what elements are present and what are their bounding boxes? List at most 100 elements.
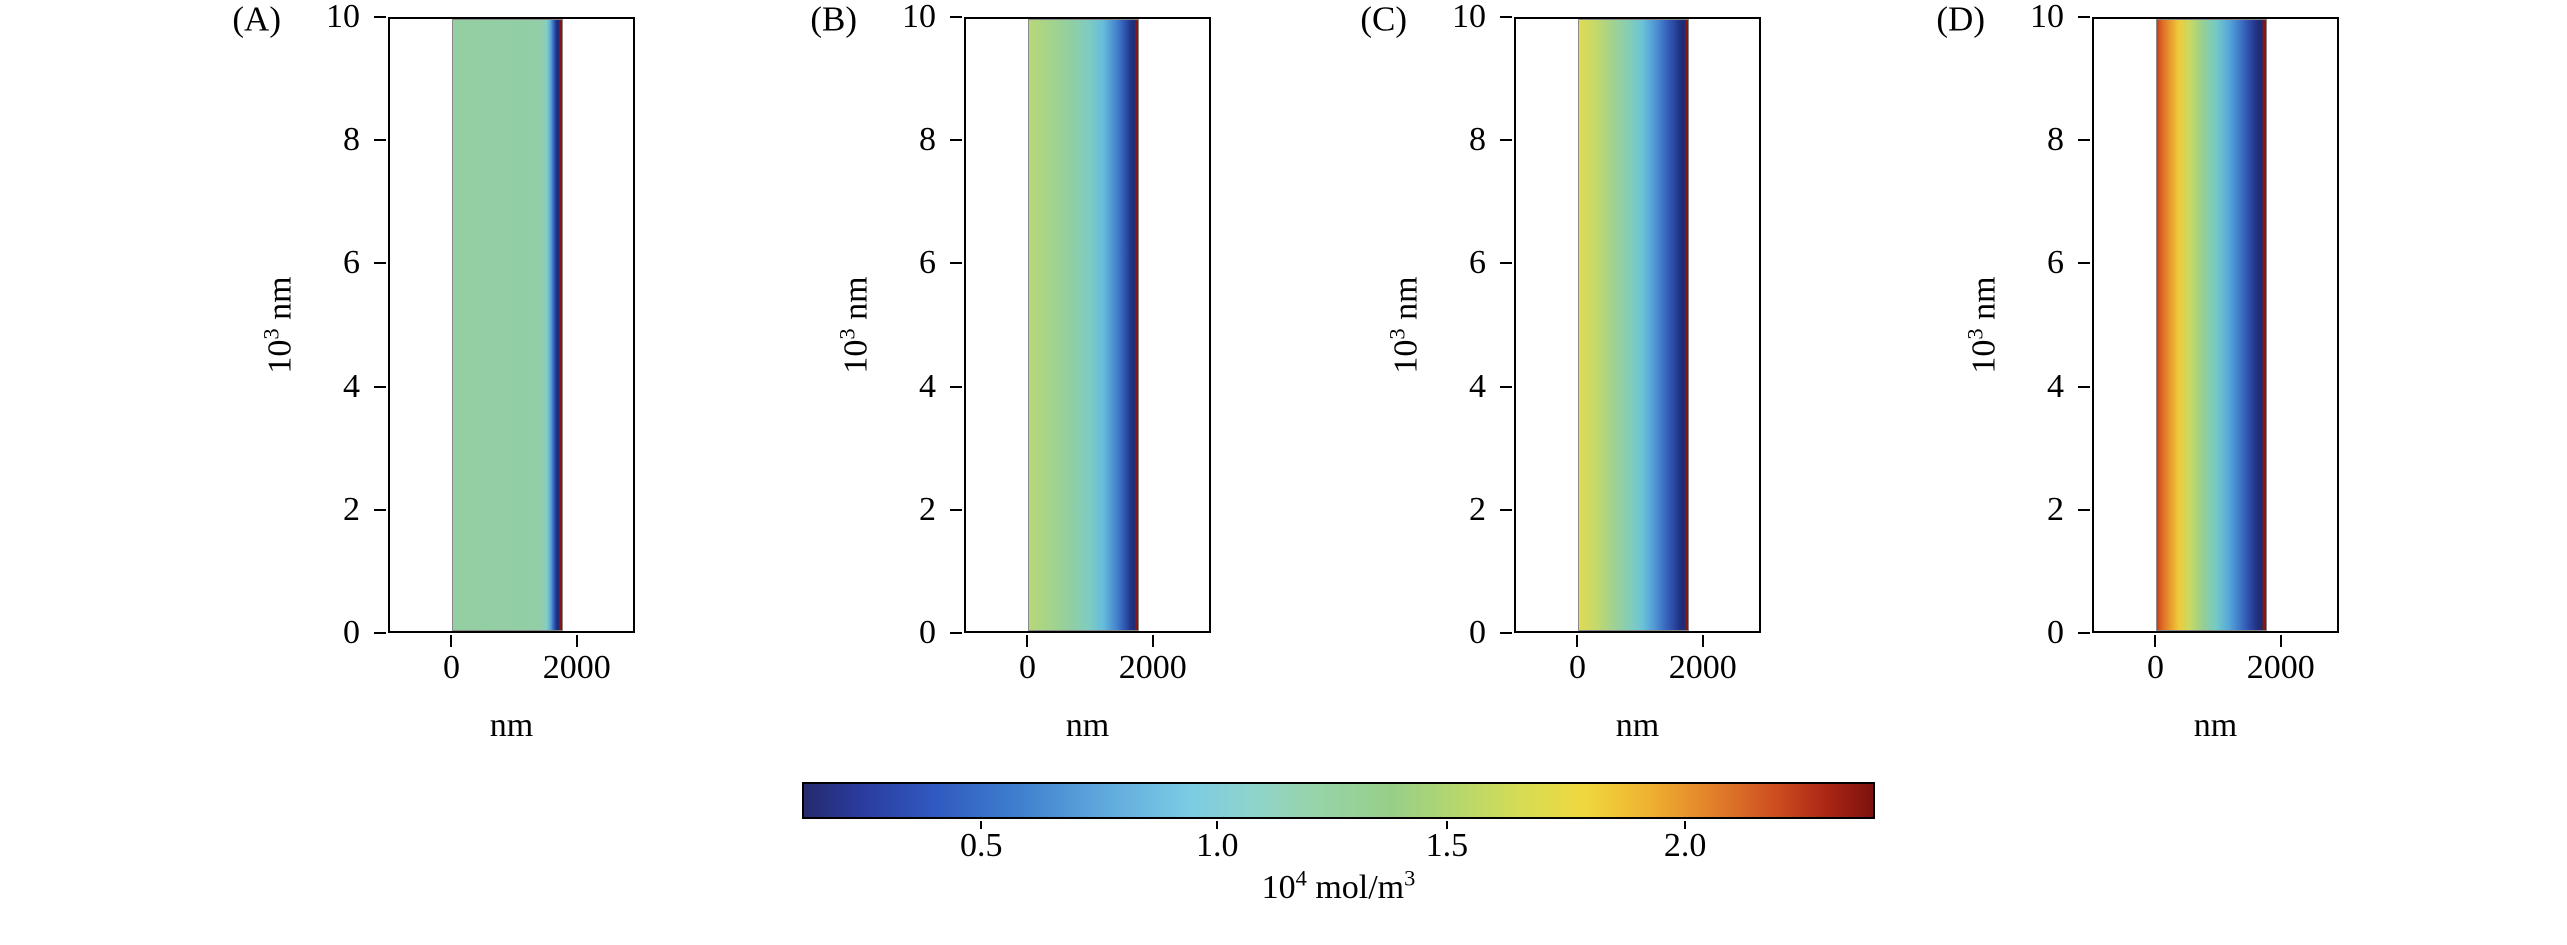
ylabel-unit: nm (262, 276, 300, 329)
y-tick-mark (950, 385, 962, 388)
y-tick-mark (1500, 508, 1512, 511)
y-tick-mark (950, 632, 962, 634)
y-tick-mark (1500, 262, 1512, 265)
y-tick-label: 0 (1469, 614, 1486, 651)
y-tick-mark (2078, 508, 2090, 511)
x-tick-mark (1701, 635, 1704, 647)
y-tick-label: 6 (2047, 244, 2064, 282)
panel-label: (B) (810, 1, 857, 36)
ylabel-exponent: 3 (1384, 328, 1410, 340)
y-tick-label: 8 (1469, 121, 1486, 159)
colorbar-frame (802, 782, 1875, 819)
y-tick-label: 6 (1469, 244, 1486, 282)
panel-B: (B) 103 nm 10 8 6 4 2 0 0 2000 nm (810, 0, 1211, 743)
panel-label-text: (D) (1936, 0, 1985, 39)
x-axis-label: nm (1615, 707, 1660, 744)
y-tick-label: 6 (919, 244, 936, 282)
x-tick-mark (1151, 635, 1154, 647)
colorbar-label-unit: mol/m (1306, 869, 1405, 906)
y-tick-label: 8 (919, 121, 936, 159)
y-tick-mark (1500, 385, 1512, 388)
colorbar: 0.5 1.0 1.5 2.0 104 mol/m3 (802, 782, 1875, 905)
x-tick-label: 0.5 (959, 827, 1003, 864)
y-tick-mark (950, 139, 962, 142)
y-tick-label: 4 (1469, 367, 1486, 405)
y-axis-label: 103 nm (835, 17, 879, 633)
ylabel-unit: nm (838, 276, 876, 329)
x-tick-label: 0 (2146, 649, 2164, 686)
y-tick-label: 4 (343, 367, 360, 405)
x-tick-mark (575, 635, 578, 647)
y-axis-label: 103 nm (259, 17, 303, 633)
y-tick-label: 0 (343, 614, 360, 651)
y-tick-label: 2 (343, 490, 360, 528)
x-tick-label: 2000 (1118, 649, 1187, 686)
y-tick-label: 10 (2030, 0, 2064, 35)
x-tick-label: 2.0 (1663, 827, 1707, 864)
colorbar-label-base: 10 (1261, 869, 1296, 906)
panel-label: (D) (1936, 1, 1985, 36)
y-tick-mark (2078, 385, 2090, 388)
x-tick-label: 0 (442, 649, 460, 686)
x-tick-label: 2000 (542, 649, 611, 686)
ylabel-exponent: 3 (834, 328, 860, 340)
y-axis-label-text: 103 nm (259, 276, 300, 373)
y-tick-label: 2 (919, 490, 936, 528)
y-tick-mark (1500, 16, 1512, 18)
y-axis-label-text: 103 nm (1963, 276, 2004, 374)
plot-area (2092, 17, 2339, 633)
x-axis-label: nm (489, 707, 534, 744)
heatmap-strip (1027, 19, 1139, 631)
y-tick-label: 0 (919, 614, 936, 651)
y-tick-label: 10 (1452, 0, 1486, 35)
x-axis-label: nm (1065, 707, 1110, 744)
y-tick-label: 10 (326, 0, 360, 35)
x-tick-mark (450, 635, 453, 647)
panel-label: (A) (232, 1, 281, 36)
y-tick-label: 10 (902, 0, 936, 35)
y-tick-mark (950, 508, 962, 511)
ylabel-exponent: 3 (258, 328, 284, 340)
x-tick-label: 1.0 (1196, 827, 1239, 864)
x-tick-mark (1445, 821, 1448, 829)
plot-area (1514, 17, 1761, 633)
y-axis-label-text: 103 nm (835, 276, 876, 374)
x-tick-mark (1026, 635, 1029, 647)
y-tick-mark (374, 16, 386, 18)
x-tick-mark (2279, 635, 2282, 647)
panel-label-text: (C) (1360, 0, 1407, 39)
y-tick-mark (2078, 632, 2090, 634)
y-axis-label-text: 103 nm (1385, 276, 1426, 374)
y-tick-mark (374, 632, 386, 634)
y-tick-mark (2078, 16, 2090, 18)
y-tick-mark (1500, 632, 1512, 634)
y-tick-mark (2078, 139, 2090, 142)
y-tick-label: 6 (343, 244, 360, 282)
ylabel-exponent: 3 (1962, 328, 1988, 340)
y-tick-label: 4 (919, 367, 936, 405)
x-tick-mark (980, 821, 983, 829)
x-tick-label: 0 (1018, 649, 1036, 686)
y-tick-mark (374, 262, 386, 265)
y-tick-mark (2078, 262, 2090, 265)
y-tick-mark (374, 385, 386, 388)
ylabel-base: 10 (1966, 339, 2004, 374)
ylabel-base: 10 (1388, 339, 1426, 374)
ylabel-unit: nm (1388, 276, 1426, 329)
x-tick-label: 2000 (1668, 649, 1737, 686)
heatmap-strip (451, 19, 563, 631)
panel-C: (C) 103 nm 10 8 6 4 2 0 0 2000 nm (1360, 0, 1761, 743)
ylabel-base: 10 (838, 339, 876, 374)
colorbar-gradient (804, 784, 1873, 817)
colorbar-label: 104 mol/m3 (802, 867, 1875, 906)
colorbar-label-unit-exponent: 3 (1404, 865, 1416, 891)
y-axis-label: 103 nm (1385, 17, 1429, 633)
y-tick-mark (374, 508, 386, 511)
panel-label-text: (A) (232, 0, 281, 39)
plot-area (964, 17, 1211, 633)
y-tick-label: 8 (343, 121, 360, 159)
plot-area (388, 17, 635, 633)
heatmap-strip (1577, 19, 1689, 631)
panel-A: (A) 103 nm 10 8 6 4 2 0 0 2000 nm (232, 0, 635, 743)
